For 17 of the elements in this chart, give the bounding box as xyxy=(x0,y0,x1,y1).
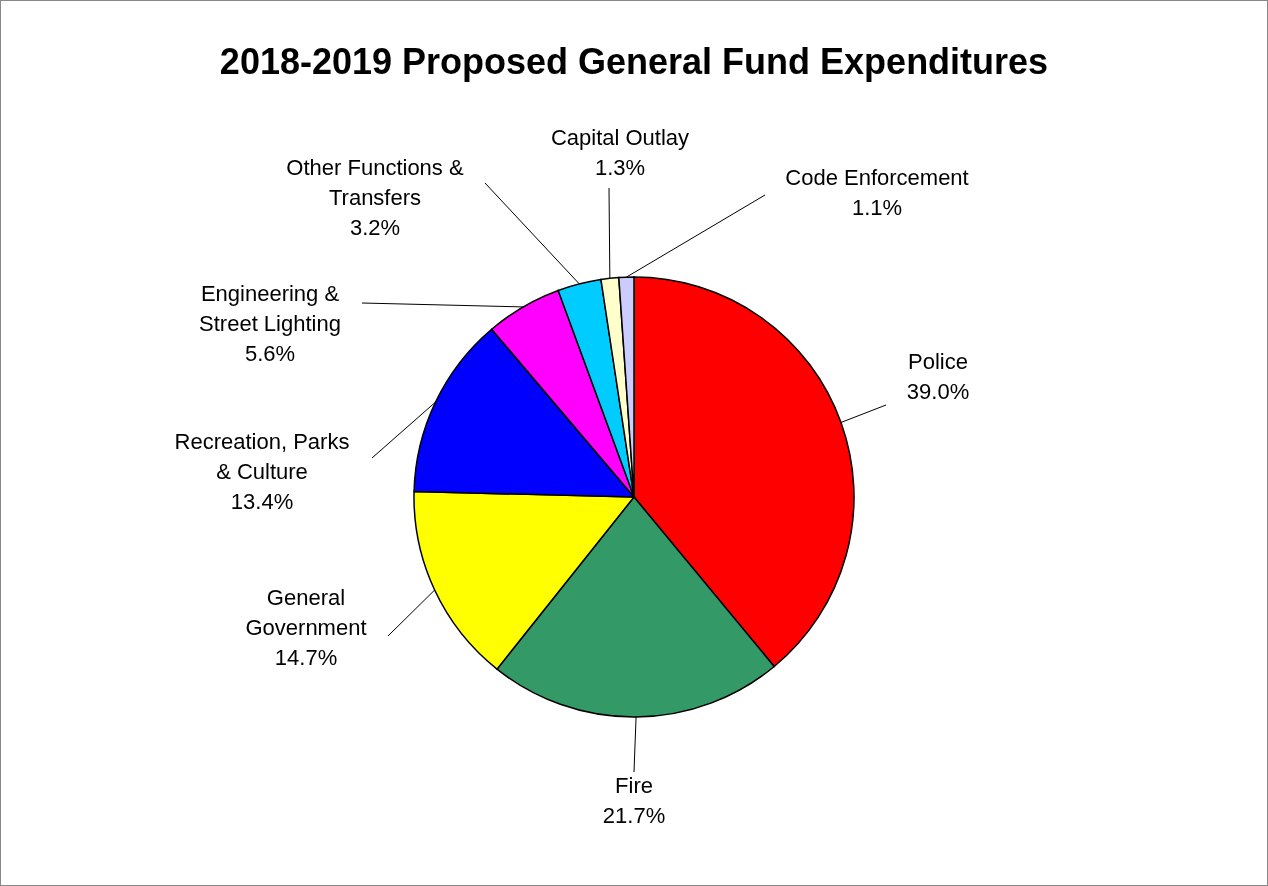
slice-label: Engineering & Street Lighting xyxy=(199,281,341,336)
slice-label: Police xyxy=(908,349,968,374)
data-label: 13.4% xyxy=(230,489,294,514)
slice-label: General Government xyxy=(245,585,367,640)
slice-label: Code Enforcement xyxy=(785,165,969,190)
data-label: 1.1% xyxy=(851,195,903,220)
data-label: 5.6% xyxy=(244,341,296,366)
data-label: 14.7% xyxy=(274,645,338,670)
data-label: 1.3% xyxy=(594,155,646,180)
slice-label: Fire xyxy=(615,773,653,798)
slice-label: Other Functions & Transfers xyxy=(286,155,464,210)
slice-label: Capital Outlay xyxy=(550,125,690,150)
data-label: 21.7% xyxy=(602,803,666,828)
data-label: 3.2% xyxy=(349,215,401,240)
slice-label: Recreation, Parks & Culture xyxy=(174,429,350,484)
chart-title: 2018-2019 Proposed General Fund Expenditures xyxy=(219,41,1049,82)
data-label: 39.0% xyxy=(906,379,970,404)
